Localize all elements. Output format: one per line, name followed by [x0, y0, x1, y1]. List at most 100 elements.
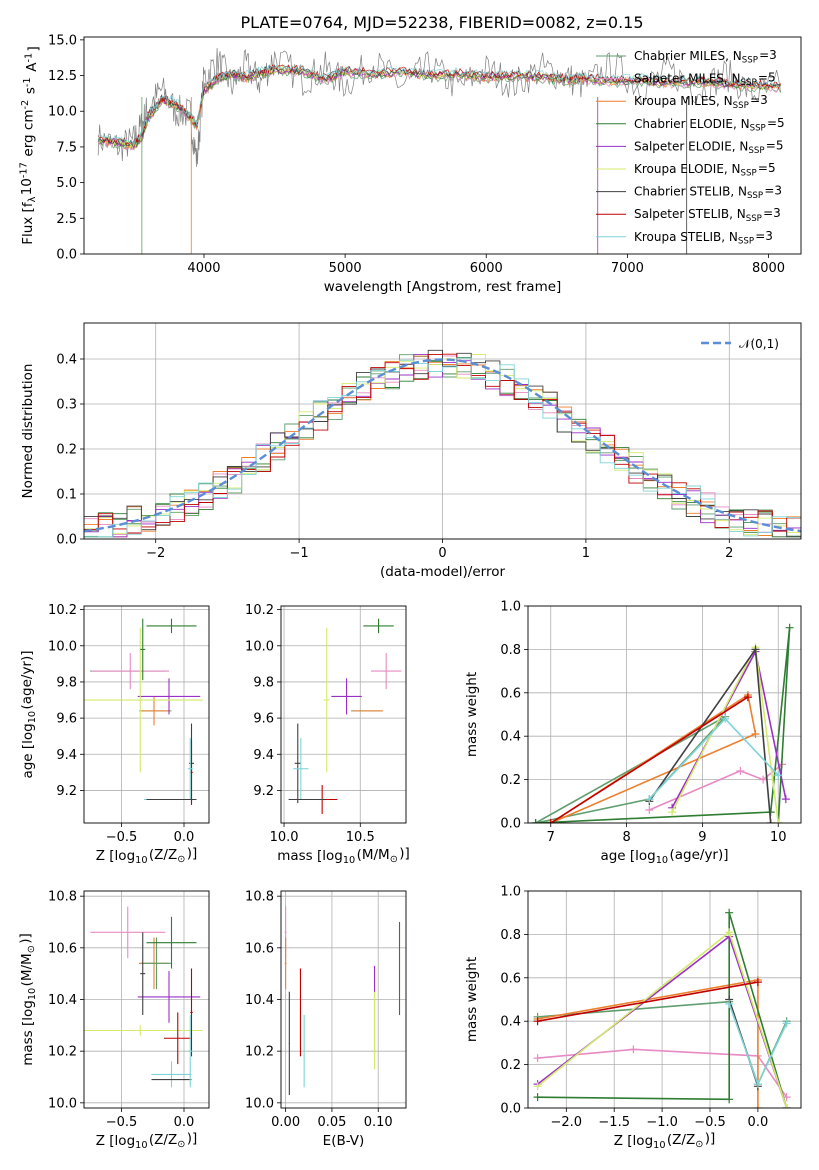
y-axis-label: Normed distribution: [20, 364, 36, 499]
axes-frame: [280, 605, 407, 824]
y-tick-label: 12.5: [48, 69, 77, 84]
y-tick-label: 0.0: [56, 248, 77, 263]
weight-line-4: [671, 649, 787, 809]
weight-marker: [725, 928, 734, 937]
weight-marker: [753, 978, 762, 987]
y-axis-label: age [log10 (age/yr)]: [19, 650, 38, 778]
weight-line-3: [535, 627, 791, 823]
plot-area: [97, 48, 782, 254]
residual-hist-7: [84, 353, 801, 534]
x-tick-label: 5000: [329, 261, 362, 276]
y-tick-label: 10.2: [48, 603, 77, 618]
y-tick-label: 10.0: [48, 105, 77, 120]
weight-marker: [782, 1019, 791, 1028]
axes-frame: [280, 890, 407, 1109]
y-tick-label: 9.4: [253, 748, 274, 763]
panel-age-vs-Z: −0.5 0.0 9.2 9.4 9.6 9.8 10.0 10.2 Z [log10 (Z/Z…: [19, 603, 210, 866]
model-spectrum-line-3: [97, 67, 781, 148]
y-tick-label: 0.4: [500, 730, 521, 745]
y-tick-label: 10.8: [245, 890, 274, 905]
x-axis-label: Z [log10 (Z/Z⊙ )]: [614, 1131, 716, 1151]
x-tick-label: 0.05: [317, 1115, 346, 1130]
weight-marker: [533, 1017, 542, 1026]
y-axis-label: mass weight: [464, 957, 480, 1042]
y-tick-label: 10.2: [245, 1045, 274, 1060]
y-tick-label: 0.2: [500, 773, 521, 788]
y-tick-label: 9.6: [56, 712, 77, 727]
legend-label: Kroupa STELIB, NSSP =3: [634, 229, 773, 247]
panel-mass-vs-Z: −0.5 0.0 10.0 10.2 10.4 10.6 10.8 Z [log10 (Z/Z…: [18, 890, 210, 1151]
weight-marker: [533, 1054, 542, 1063]
y-tick-label: 0.8: [500, 643, 521, 658]
weight-marker: [766, 819, 775, 823]
x-tick-label: 0.0: [174, 830, 195, 845]
y-tick-label: 0.0: [500, 817, 521, 832]
legend-label: Chabrier MILES, NSSP =3: [634, 48, 777, 66]
y-tick-label: 0.2: [500, 1058, 521, 1073]
x-tick-label: 10.5: [346, 830, 375, 845]
y-tick-label: 15.0: [48, 33, 77, 48]
x-tick-label: 7: [547, 830, 555, 845]
y-tick-label: 0.8: [500, 928, 521, 943]
residual-hist-6: [84, 349, 801, 538]
x-tick-label: 4000: [187, 261, 220, 276]
x-tick-label: 0.00: [271, 1115, 300, 1130]
y-tick-label: 9.8: [253, 675, 274, 690]
y-tick-label: 9.4: [56, 748, 77, 763]
weight-marker: [751, 645, 760, 654]
x-tick-label: 0.10: [364, 1115, 393, 1130]
weight-marker: [774, 771, 783, 780]
weight-marker: [533, 1093, 542, 1102]
axes-frame: [83, 322, 802, 540]
weight-marker: [759, 775, 768, 784]
legend-label: Kroupa MILES, NSSP =3: [634, 93, 768, 111]
x-axis-label: age [log10 (age/yr)]: [600, 847, 728, 866]
weight-marker: [546, 819, 555, 823]
x-tick-label: 7000: [611, 261, 644, 276]
x-tick-label: 9: [698, 830, 706, 845]
x-axis-label: Z [log10 (Z/Z⊙ )]: [96, 846, 198, 866]
y-axis-label: mass [log10 (M/M⊙ )]: [18, 933, 38, 1066]
weight-marker: [533, 1082, 542, 1091]
axes-frame: [527, 890, 802, 1109]
y-tick-label: 10.8: [48, 890, 77, 905]
weight-marker: [736, 766, 745, 775]
y-tick-label: 9.6: [253, 712, 274, 727]
x-tick-label: −0.5: [106, 830, 138, 845]
plot-area: [284, 906, 401, 1096]
x-tick-label: −0.5: [106, 1115, 138, 1130]
y-tick-label: 2.5: [56, 212, 77, 227]
axes-frame: [83, 36, 802, 255]
weight-line-7: [550, 696, 749, 823]
weight-marker: [753, 1080, 762, 1089]
x-axis-label: mass [log10 (M/M⊙ )]: [277, 846, 410, 866]
weight-marker: [629, 1045, 638, 1054]
y-axis-label: mass weight: [464, 672, 480, 757]
x-axis-label: (data-model)/error: [380, 564, 506, 580]
weight-line-1: [648, 763, 783, 811]
y-tick-label: 10.2: [48, 1045, 77, 1060]
y-tick-label: 0.6: [500, 686, 521, 701]
y-tick-label: 0.3: [56, 398, 77, 413]
y-tick-label: 9.2: [56, 784, 77, 799]
axes-frame: [527, 605, 802, 824]
weight-line-7: [537, 981, 759, 1022]
x-tick-label: −0.5: [694, 1115, 726, 1130]
legend-label: Kroupa ELODIE, NSSP =5: [634, 161, 776, 179]
weight-marker: [721, 714, 730, 723]
y-tick-label: 1.0: [500, 885, 521, 900]
x-tick-label: 0: [438, 546, 446, 561]
y-tick-label: 9.8: [56, 675, 77, 690]
y-tick-label: 10.0: [48, 639, 77, 654]
weight-marker: [781, 795, 790, 804]
panel-weight-vs-age: 7 8 9 10 0.0 0.2 0.4 0.6 0.8 1.0 age [log10 (age/y…: [464, 600, 802, 866]
plot-area: [84, 349, 801, 538]
x-tick-label: 2: [725, 546, 733, 561]
x-tick-label: 6000: [470, 261, 503, 276]
y-tick-label: 0.0: [500, 1102, 521, 1117]
y-tick-label: 0.0: [56, 533, 77, 548]
y-tick-label: 10.6: [48, 941, 77, 956]
weight-marker: [753, 1104, 762, 1108]
plot-area: [533, 908, 791, 1108]
x-tick-label: 0.0: [174, 1115, 195, 1130]
